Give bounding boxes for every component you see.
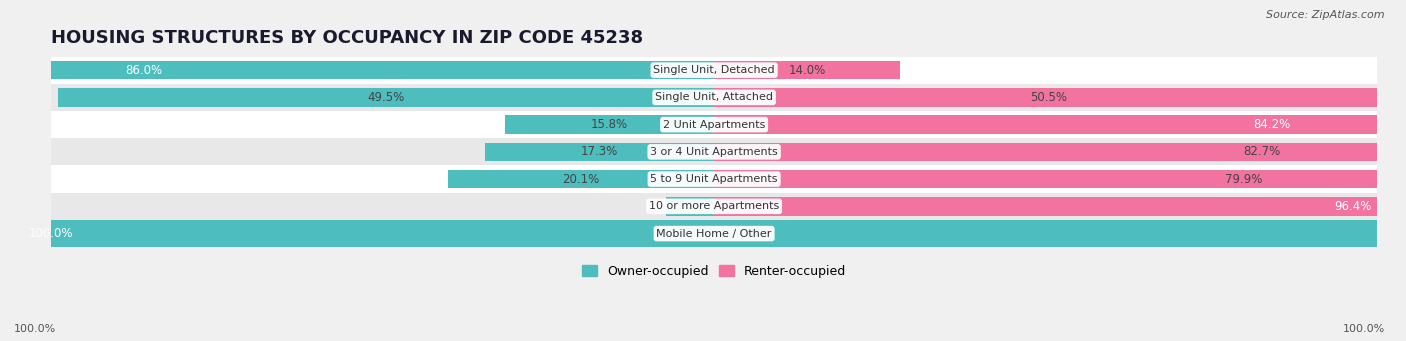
- Text: 17.3%: 17.3%: [581, 145, 619, 158]
- Text: Mobile Home / Other: Mobile Home / Other: [657, 228, 772, 239]
- Bar: [714, 61, 900, 79]
- Text: 50.5%: 50.5%: [1031, 91, 1067, 104]
- Bar: [51, 193, 1376, 220]
- Text: 3.6%: 3.6%: [675, 200, 706, 213]
- Text: 100.0%: 100.0%: [30, 227, 73, 240]
- Text: 100.0%: 100.0%: [1343, 324, 1385, 334]
- Bar: [714, 197, 1406, 216]
- Text: 14.0%: 14.0%: [789, 64, 825, 77]
- Text: 100.0%: 100.0%: [14, 324, 56, 334]
- Text: Source: ZipAtlas.com: Source: ZipAtlas.com: [1267, 10, 1385, 20]
- Bar: [58, 88, 714, 107]
- Bar: [447, 170, 714, 188]
- Text: 84.2%: 84.2%: [1254, 118, 1291, 131]
- Bar: [0, 224, 714, 243]
- Bar: [51, 84, 1376, 111]
- Bar: [51, 220, 1376, 247]
- Bar: [714, 170, 1406, 188]
- Bar: [51, 111, 1376, 138]
- Text: 20.1%: 20.1%: [562, 173, 599, 186]
- Bar: [505, 115, 714, 134]
- Text: 82.7%: 82.7%: [1244, 145, 1281, 158]
- Text: 2 Unit Apartments: 2 Unit Apartments: [664, 120, 765, 130]
- Bar: [51, 57, 1376, 84]
- Bar: [0, 61, 714, 79]
- Bar: [714, 115, 1406, 134]
- Text: 79.9%: 79.9%: [1225, 173, 1263, 186]
- Bar: [714, 143, 1406, 161]
- Text: Single Unit, Detached: Single Unit, Detached: [654, 65, 775, 75]
- Text: Single Unit, Attached: Single Unit, Attached: [655, 92, 773, 102]
- Bar: [714, 88, 1384, 107]
- Text: 0.0%: 0.0%: [741, 227, 770, 240]
- Legend: Owner-occupied, Renter-occupied: Owner-occupied, Renter-occupied: [578, 260, 851, 283]
- Text: HOUSING STRUCTURES BY OCCUPANCY IN ZIP CODE 45238: HOUSING STRUCTURES BY OCCUPANCY IN ZIP C…: [51, 29, 644, 47]
- Bar: [485, 143, 714, 161]
- Text: 96.4%: 96.4%: [1334, 200, 1372, 213]
- Bar: [666, 197, 714, 216]
- Text: 10 or more Apartments: 10 or more Apartments: [650, 201, 779, 211]
- Text: 3 or 4 Unit Apartments: 3 or 4 Unit Apartments: [650, 147, 778, 157]
- Text: 86.0%: 86.0%: [125, 64, 163, 77]
- Bar: [51, 165, 1376, 193]
- Text: 15.8%: 15.8%: [591, 118, 628, 131]
- Bar: [51, 138, 1376, 165]
- Text: 5 to 9 Unit Apartments: 5 to 9 Unit Apartments: [651, 174, 778, 184]
- Text: 49.5%: 49.5%: [367, 91, 405, 104]
